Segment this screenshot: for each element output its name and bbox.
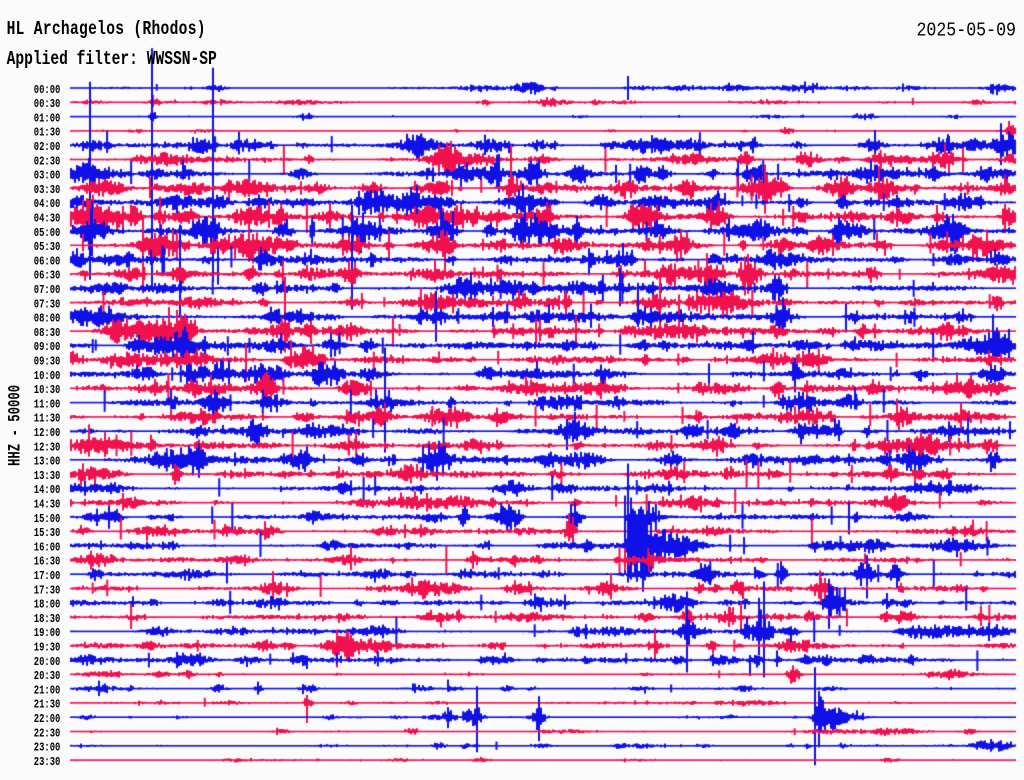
svg-text:19:30: 19:30	[34, 641, 61, 655]
svg-text:08:30: 08:30	[34, 327, 61, 341]
svg-text:02:30: 02:30	[34, 155, 61, 169]
svg-text:10:00: 10:00	[34, 370, 61, 384]
svg-text:23:00: 23:00	[34, 741, 61, 755]
svg-text:03:00: 03:00	[34, 169, 61, 183]
svg-text:17:30: 17:30	[34, 584, 61, 598]
svg-text:2025-05-09: 2025-05-09	[916, 21, 1016, 42]
svg-text:07:30: 07:30	[34, 298, 61, 312]
svg-text:18:00: 18:00	[34, 598, 61, 612]
svg-text:02:00: 02:00	[34, 141, 61, 155]
svg-text:14:00: 14:00	[34, 484, 61, 498]
svg-text:04:30: 04:30	[34, 212, 61, 226]
svg-text:21:30: 21:30	[34, 698, 61, 712]
svg-text:09:00: 09:00	[34, 341, 61, 355]
svg-text:18:30: 18:30	[34, 613, 61, 627]
svg-text:19:00: 19:00	[34, 627, 61, 641]
svg-text:12:30: 12:30	[34, 441, 61, 455]
svg-text:05:30: 05:30	[34, 241, 61, 255]
svg-text:20:30: 20:30	[34, 670, 61, 684]
svg-text:21:00: 21:00	[34, 684, 61, 698]
svg-text:08:00: 08:00	[34, 312, 61, 326]
svg-text:01:00: 01:00	[34, 112, 61, 126]
svg-text:05:00: 05:00	[34, 227, 61, 241]
svg-text:17:00: 17:00	[34, 570, 61, 584]
svg-text:10:30: 10:30	[34, 384, 61, 398]
svg-text:15:00: 15:00	[34, 513, 61, 527]
svg-text:00:30: 00:30	[34, 98, 61, 112]
svg-text:20:00: 20:00	[34, 656, 61, 670]
svg-text:13:00: 13:00	[34, 455, 61, 469]
svg-text:01:30: 01:30	[34, 126, 61, 140]
svg-text:06:00: 06:00	[34, 255, 61, 269]
svg-text:13:30: 13:30	[34, 470, 61, 484]
svg-text:16:00: 16:00	[34, 541, 61, 555]
svg-text:HHZ - 50000: HHZ - 50000	[4, 385, 25, 466]
svg-text:06:30: 06:30	[34, 269, 61, 283]
svg-text:HL Archagelos (Rhodos): HL Archagelos (Rhodos)	[7, 20, 206, 41]
svg-text:22:30: 22:30	[34, 727, 61, 741]
svg-text:07:00: 07:00	[34, 284, 61, 298]
svg-text:00:00: 00:00	[34, 84, 61, 98]
svg-text:04:00: 04:00	[34, 198, 61, 212]
svg-text:12:00: 12:00	[34, 427, 61, 441]
svg-text:15:30: 15:30	[34, 527, 61, 541]
svg-text:22:00: 22:00	[34, 713, 61, 727]
svg-text:Applied filter: WWSSN-SP: Applied filter: WWSSN-SP	[7, 49, 217, 70]
svg-text:03:30: 03:30	[34, 184, 61, 198]
svg-text:23:30: 23:30	[34, 756, 61, 770]
svg-text:11:30: 11:30	[34, 412, 61, 426]
svg-text:09:30: 09:30	[34, 355, 61, 369]
svg-text:16:30: 16:30	[34, 555, 61, 569]
svg-text:14:30: 14:30	[34, 498, 61, 512]
svg-text:11:00: 11:00	[34, 398, 61, 412]
